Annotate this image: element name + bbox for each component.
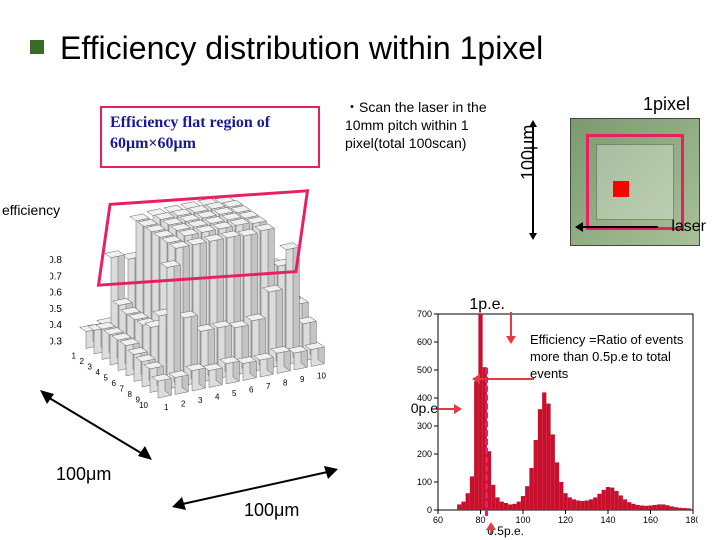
- svg-text:6: 6: [112, 379, 117, 388]
- laser-label: laser: [671, 218, 706, 236]
- svg-text:120: 120: [558, 515, 573, 525]
- threshold-line: [485, 368, 488, 516]
- svg-text:700: 700: [417, 309, 432, 319]
- svg-text:2: 2: [181, 400, 186, 409]
- flat-region-callout: Efficiency flat region of 60μm×60μm: [100, 106, 320, 168]
- laser-square-icon: [613, 181, 629, 197]
- arrow-eff-icon: [474, 378, 534, 380]
- svg-text:140: 140: [600, 515, 615, 525]
- label-1pe: 1p.e.: [469, 296, 505, 314]
- page-title: Efficiency distribution within 1pixel: [60, 30, 543, 67]
- svg-text:2: 2: [80, 357, 85, 366]
- svg-text:1: 1: [164, 403, 169, 412]
- svg-text:5: 5: [232, 389, 237, 398]
- svg-text:8: 8: [283, 379, 288, 388]
- laser-arrow-icon: [578, 226, 658, 228]
- label-0pe: 0p.e: [411, 400, 438, 416]
- svg-text:1: 1: [72, 352, 77, 361]
- chart-y-axis-label: 100μm: [244, 500, 299, 521]
- title-bullet-icon: [30, 40, 44, 54]
- efficiency-definition: Efficiency =Ratio of events more than 0.…: [530, 332, 708, 383]
- svg-text:6: 6: [249, 386, 254, 395]
- svg-text:3: 3: [198, 396, 203, 405]
- svg-text:300: 300: [417, 421, 432, 431]
- scan-description: ・Scan the laser in the 10mm pitch within…: [345, 98, 510, 153]
- svg-text:0.4: 0.4: [50, 320, 62, 331]
- chart-x-axis-label: 100μm: [56, 464, 111, 485]
- svg-text:60: 60: [433, 515, 443, 525]
- svg-text:80: 80: [475, 515, 485, 525]
- svg-text:9: 9: [300, 375, 305, 384]
- svg-text:0.5: 0.5: [50, 304, 62, 315]
- svg-text:200: 200: [417, 449, 432, 459]
- svg-text:100: 100: [417, 477, 432, 487]
- pixel-title: 1pixel: [643, 94, 690, 115]
- svg-text:7: 7: [266, 382, 271, 391]
- svg-text:500: 500: [417, 365, 432, 375]
- pixel-scale-label: 100μm: [518, 125, 539, 180]
- svg-text:160: 160: [643, 515, 658, 525]
- svg-text:3: 3: [88, 363, 93, 372]
- svg-text:4: 4: [215, 393, 220, 402]
- svg-text:5: 5: [104, 374, 109, 383]
- svg-text:180: 180: [685, 515, 698, 525]
- x-axis-arrow-icon: [40, 390, 160, 470]
- svg-text:10: 10: [317, 372, 326, 381]
- pixel-highlight-box: [586, 134, 684, 230]
- svg-text:0.3: 0.3: [50, 336, 62, 347]
- svg-text:0.8: 0.8: [50, 255, 62, 266]
- arrow-1pe-icon: [510, 312, 512, 342]
- svg-text:600: 600: [417, 337, 432, 347]
- flat-region-highlight-box: [97, 189, 309, 287]
- arrow-0pe-icon: [438, 408, 460, 410]
- svg-text:0: 0: [427, 505, 432, 515]
- svg-text:4: 4: [96, 368, 101, 377]
- arrow-05pe-icon: [490, 524, 492, 534]
- svg-text:0.7: 0.7: [50, 271, 62, 282]
- svg-text:0.6: 0.6: [50, 288, 62, 299]
